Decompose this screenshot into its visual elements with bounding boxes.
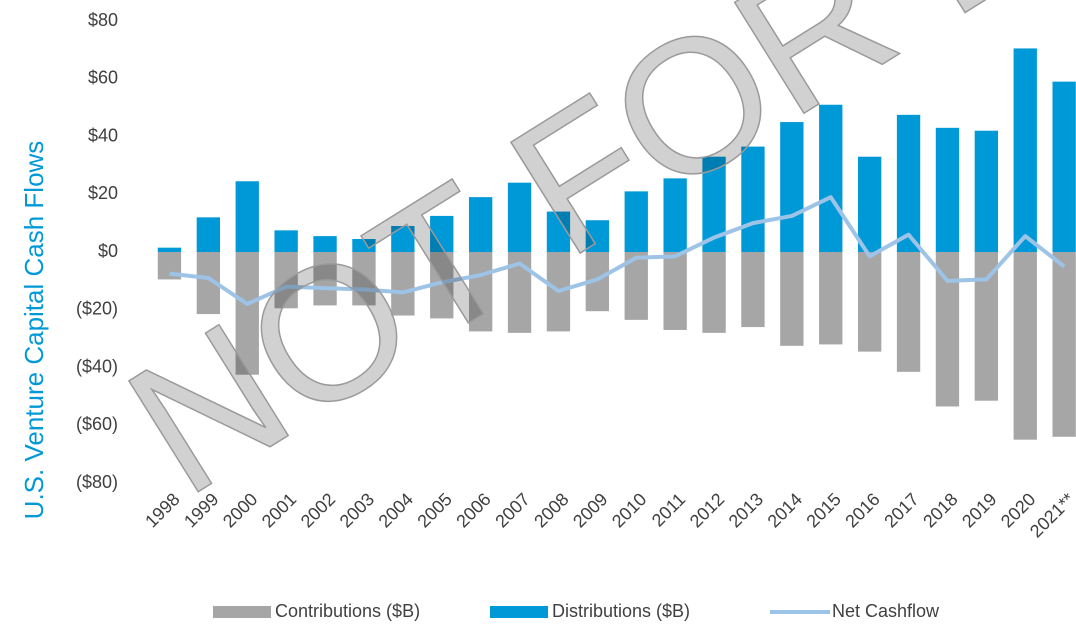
bar — [391, 226, 415, 252]
y-tick-label: $20 — [88, 183, 118, 203]
bar — [235, 252, 259, 375]
x-tick-label: 2009 — [569, 489, 611, 531]
legend-swatch — [213, 606, 271, 618]
bar — [1013, 48, 1037, 253]
bar — [1052, 252, 1076, 437]
x-tick-label: 2018 — [919, 489, 961, 531]
bar — [624, 252, 648, 320]
x-tick-label: 2019 — [958, 489, 1000, 531]
x-tick-label: 2013 — [725, 489, 767, 531]
x-tick-label: 2010 — [608, 489, 650, 531]
x-tick-label: 2014 — [764, 489, 806, 531]
legend-swatch — [490, 606, 548, 618]
y-tick-label: $80 — [88, 10, 118, 30]
bar — [430, 215, 454, 252]
bar — [313, 252, 337, 306]
bar — [624, 191, 648, 252]
bar — [819, 252, 843, 345]
bar — [741, 252, 765, 328]
bar — [780, 122, 804, 252]
x-tick-label: 2012 — [686, 489, 728, 531]
y-tick-label: ($40) — [76, 356, 118, 376]
bar — [857, 156, 882, 252]
bar — [196, 217, 221, 252]
bar — [702, 252, 726, 333]
bar — [702, 156, 726, 252]
bar — [780, 252, 804, 346]
bar — [468, 197, 493, 252]
net-line — [169, 195, 1066, 306]
bar — [974, 130, 999, 252]
bar — [430, 252, 454, 319]
watermark: NOT FOR DIS — [94, 0, 1076, 535]
legend-label: Contributions ($B) — [275, 601, 420, 621]
x-tick-label: 2016 — [841, 489, 883, 531]
bar — [585, 220, 610, 252]
y-tick-label: $0 — [98, 241, 118, 261]
bar — [352, 252, 376, 306]
x-tick-label: 1998 — [141, 489, 183, 531]
x-tick-label: 2015 — [802, 489, 844, 531]
y-tick-label: ($20) — [76, 299, 118, 319]
bar — [352, 239, 376, 252]
bar — [896, 252, 921, 372]
bar — [935, 127, 960, 252]
bar — [196, 252, 221, 315]
bar — [1052, 81, 1076, 252]
bar — [819, 104, 843, 252]
bar — [313, 236, 337, 252]
bar — [896, 114, 921, 252]
bar — [507, 252, 532, 333]
x-tick-label: 2005 — [413, 489, 455, 531]
bar — [1013, 252, 1037, 440]
legend-label: Net Cashflow — [832, 601, 940, 621]
x-tick-label: 2017 — [880, 489, 922, 531]
bar — [663, 178, 687, 252]
x-tick-label: 2002 — [297, 489, 339, 531]
bar — [391, 252, 415, 316]
y-tick-label: ($80) — [76, 472, 118, 492]
x-tick-label: 2008 — [530, 489, 572, 531]
bar — [857, 252, 882, 352]
bar — [974, 252, 999, 401]
bar — [546, 211, 571, 252]
y-tick-label: $40 — [88, 125, 118, 145]
bar — [663, 252, 687, 330]
x-tick-label: 2021** — [1026, 489, 1076, 541]
y-tick-label: ($60) — [76, 414, 118, 434]
bar — [157, 247, 182, 252]
bar — [274, 230, 298, 252]
bar — [585, 252, 610, 312]
x-tick-label: 2007 — [491, 489, 533, 531]
bar — [935, 252, 960, 407]
y-tick-label: $60 — [88, 68, 118, 88]
x-tick-label: 2011 — [648, 489, 690, 531]
bar — [235, 181, 259, 252]
legend-label: Distributions ($B) — [552, 601, 690, 621]
x-tick-label: 2003 — [336, 489, 378, 531]
y-axis-label: U.S. Venture Capital Cash Flows — [19, 141, 49, 520]
x-tick-label: 2004 — [375, 489, 417, 531]
bar — [507, 182, 532, 252]
bar — [274, 252, 298, 309]
x-tick-label: 2006 — [452, 489, 494, 531]
